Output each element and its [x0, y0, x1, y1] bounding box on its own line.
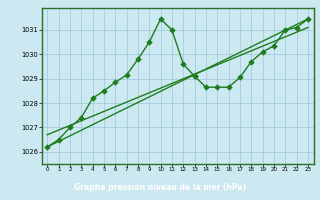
- Text: Graphe pression niveau de la mer (hPa): Graphe pression niveau de la mer (hPa): [74, 182, 246, 192]
